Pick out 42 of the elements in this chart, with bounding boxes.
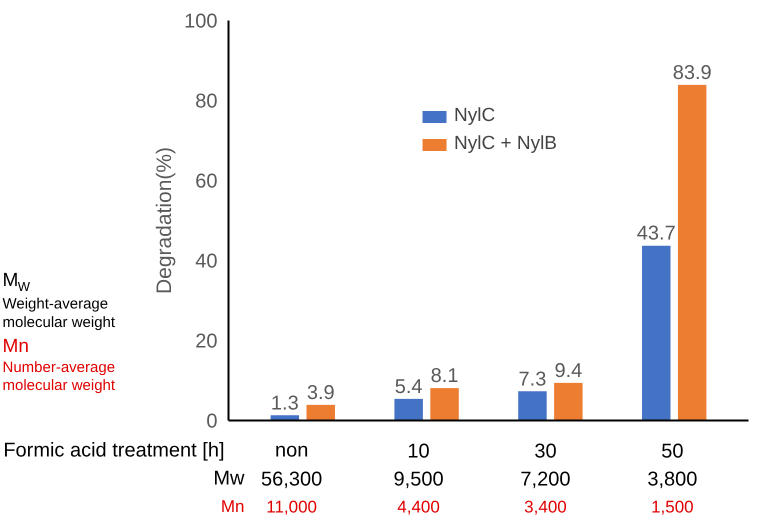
x-tick-label: 10 <box>407 440 430 462</box>
y-tick-label: 20 <box>195 330 218 352</box>
bar <box>554 382 583 420</box>
data-label: 83.9 <box>672 62 712 84</box>
data-label: 7.3 <box>518 368 546 390</box>
data-label: 1.3 <box>270 392 299 414</box>
text: 56,300 <box>261 468 322 490</box>
text: 3,800 <box>647 468 698 490</box>
bar <box>430 388 459 420</box>
text: Weight-average molecular weight <box>2 295 116 331</box>
y-tick-label: 80 <box>195 90 218 112</box>
bar <box>642 246 670 420</box>
legend-label: NylC <box>454 105 496 127</box>
text: 3,400 <box>524 498 567 516</box>
text: 11,000 <box>266 498 318 516</box>
text: Mw <box>213 468 246 490</box>
text: Mn <box>220 497 245 516</box>
x-tick-label: 30 <box>534 440 557 462</box>
text: Number-average molecular weight <box>2 359 116 394</box>
text: Mn <box>2 336 29 357</box>
y-tick-label: 40 <box>195 250 218 272</box>
x-axis-title: Formic acid treatment [h] <box>3 440 225 462</box>
y-tick-label: 60 <box>195 170 218 192</box>
text: 1,500 <box>651 498 694 516</box>
data-label: 43.7 <box>636 222 676 245</box>
x-tick-label: 50 <box>661 440 684 462</box>
data-label: 3.9 <box>306 382 335 404</box>
bar <box>394 398 423 420</box>
text: 4,400 <box>397 498 440 516</box>
bar <box>678 84 706 420</box>
legend-label: NylC + NylB <box>454 133 557 155</box>
data-label: 9.4 <box>554 360 582 382</box>
text: 9,500 <box>394 468 444 490</box>
text: 7,200 <box>520 468 570 490</box>
data-label: 8.1 <box>430 365 458 388</box>
data-label: 5.4 <box>394 376 423 398</box>
bar <box>306 404 335 420</box>
y-tick-label: 100 <box>184 10 218 32</box>
y-axis-title: Degradation(%) <box>153 146 176 294</box>
x-tick-label: non <box>274 440 308 462</box>
bar <box>518 391 547 420</box>
y-tick-label: 0 <box>206 410 218 432</box>
